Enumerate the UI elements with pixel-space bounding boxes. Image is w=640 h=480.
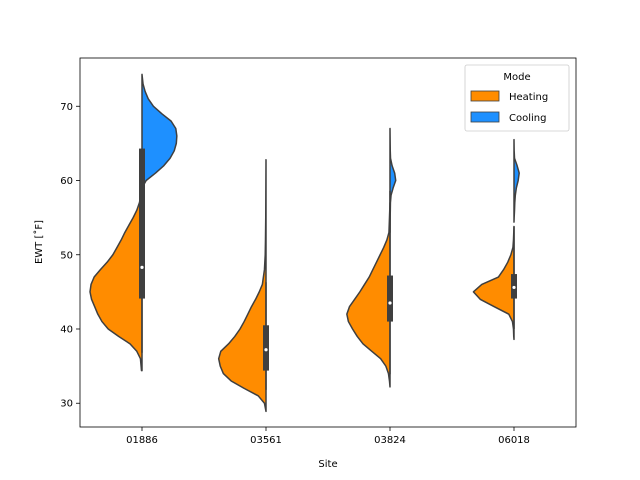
box-03824: [387, 275, 393, 322]
y-tick-label: 40: [60, 324, 73, 335]
x-tick-label-06018: 06018: [498, 435, 530, 446]
y-axis-ticks: 30 40 50 60 70: [60, 102, 80, 410]
legend-swatch-heating: [470, 90, 500, 102]
legend: Mode Heating Cooling: [464, 64, 570, 132]
median-06018: [512, 285, 516, 290]
median-01886: [140, 265, 144, 269]
legend-title: Mode: [503, 72, 530, 83]
violin-cooling-06018: [513, 138, 520, 223]
y-tick-label: 70: [60, 102, 73, 113]
y-tick-label: 30: [60, 399, 73, 410]
y-tick-label: 50: [60, 250, 73, 261]
box-03561: [263, 325, 269, 371]
y-axis-label: EWT [˚F]: [33, 220, 45, 264]
boxes-layer: [139, 148, 517, 390]
violin-heating-03824: [346, 202, 391, 388]
violin-cooling-01886: [141, 73, 178, 189]
x-tick-label-01886: 01886: [126, 435, 158, 446]
violin-heating-03561: [217, 158, 267, 413]
median-03561: [264, 348, 268, 352]
x-tick-label-03824: 03824: [374, 435, 406, 446]
y-tick-label: 60: [60, 176, 73, 187]
box-01886: [139, 148, 145, 299]
median-03824: [388, 301, 392, 305]
legend-label-heating: Heating: [509, 92, 548, 103]
plot-frame: [79, 57, 577, 428]
violins-layer: [89, 73, 520, 413]
x-axis-label: Site: [318, 459, 337, 470]
x-tick-label-03561: 03561: [250, 435, 282, 446]
x-axis-ticks: 01886 03561 03824 06018: [126, 427, 530, 446]
violin-heating-06018: [472, 225, 515, 341]
legend-swatch-cooling: [470, 111, 500, 123]
legend-label-cooling: Cooling: [509, 113, 546, 124]
violin-heating-01886: [89, 176, 143, 372]
